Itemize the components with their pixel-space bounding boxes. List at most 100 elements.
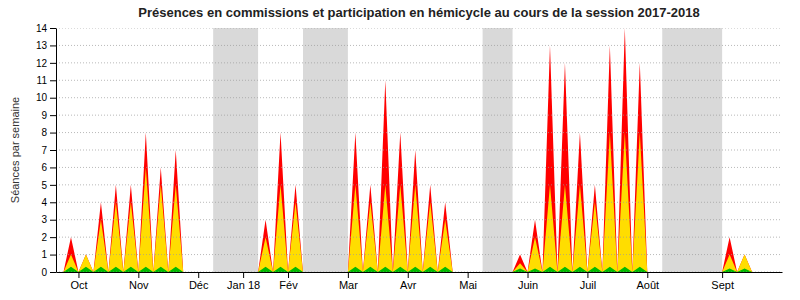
x-tick: Oct (70, 272, 87, 291)
y-tick-mark (50, 150, 56, 151)
y-tick-label: 2 (41, 232, 47, 243)
y-tick-label: 3 (41, 214, 47, 225)
x-tick-label: Sept (711, 279, 734, 291)
y-tick: 3 (41, 214, 56, 225)
x-tick-mark (468, 272, 469, 278)
x-axis-line (57, 272, 783, 273)
x-tick-label: Déc (189, 279, 209, 291)
x-tick-mark (288, 272, 289, 278)
grid-line (56, 28, 782, 29)
y-tick-label: 13 (36, 40, 48, 51)
x-tick: Déc (189, 272, 209, 291)
x-tick: Août (636, 272, 659, 291)
x-tick: Nov (129, 272, 149, 291)
x-tick-label: Fév (279, 279, 298, 291)
y-tick-mark (50, 185, 56, 186)
y-tick-label: 14 (36, 23, 48, 34)
grid-line (56, 254, 782, 255)
y-tick-label: 9 (41, 110, 47, 121)
grid-line (56, 132, 782, 133)
y-tick-label: 7 (41, 145, 47, 156)
y-tick-label: 0 (41, 267, 47, 278)
y-tick: 6 (41, 162, 56, 173)
x-tick-label: Oct (70, 279, 87, 291)
y-tick: 5 (41, 180, 56, 191)
x-tick-label: Avr (400, 279, 417, 291)
y-axis-line (56, 29, 57, 273)
chart: OctNovDécJan 18FévMarAvrMaiJuinJuilAoûtS… (0, 0, 800, 300)
grid-line (56, 237, 782, 238)
y-tick: 14 (36, 23, 56, 34)
y-tick: 11 (37, 75, 56, 86)
x-tick: Mai (459, 272, 477, 291)
y-tick-mark (50, 167, 56, 168)
x-tick-label: Jan 18 (227, 279, 260, 291)
plot-area (56, 28, 782, 272)
x-tick-mark (647, 272, 648, 278)
y-tick-mark (50, 272, 56, 273)
y-tick-mark (50, 45, 56, 46)
y-tick-mark (50, 28, 56, 29)
y-tick-label: 11 (37, 75, 48, 86)
y-tick: 1 (41, 249, 56, 260)
y-tick-mark (50, 80, 56, 81)
grid-line (56, 167, 782, 168)
grid-line (56, 97, 782, 98)
grid-line (56, 80, 782, 81)
x-tick-label: Juin (518, 279, 538, 291)
x-tick: Sept (711, 272, 734, 291)
x-tick-label: Mai (459, 279, 477, 291)
y-tick-mark (50, 237, 56, 238)
grid-line (56, 115, 782, 116)
x-tick-label: Août (636, 279, 659, 291)
grid-line (56, 202, 782, 203)
y-tick-label: 10 (36, 92, 48, 103)
y-tick: 9 (41, 110, 56, 121)
grid-line (56, 45, 782, 46)
y-tick: 7 (41, 145, 56, 156)
x-tick: Juin (518, 272, 538, 291)
y-tick: 0 (41, 267, 56, 278)
y-tick-mark (50, 255, 56, 256)
x-axis: OctNovDécJan 18FévMarAvrMaiJuinJuilAoûtS… (57, 272, 783, 291)
plot-root: OctNovDécJan 18FévMarAvrMaiJuinJuilAoûtS… (36, 23, 783, 291)
x-tick-mark (587, 272, 588, 278)
chart-title: Présences en commissions et participatio… (138, 5, 699, 20)
y-tick-mark (50, 98, 56, 99)
x-tick: Mar (339, 272, 358, 291)
x-tick-mark (243, 272, 244, 278)
grid (56, 28, 782, 272)
x-tick-mark (408, 272, 409, 278)
x-tick-mark (138, 272, 139, 278)
grid-line (56, 150, 782, 151)
grid-line (56, 184, 782, 185)
y-tick-label: 1 (41, 249, 47, 260)
x-tick: Fév (279, 272, 298, 291)
y-tick: 4 (41, 197, 56, 208)
x-tick-mark (348, 272, 349, 278)
y-tick: 2 (41, 232, 56, 243)
y-tick-mark (50, 133, 56, 134)
y-tick: 12 (36, 58, 56, 69)
y-tick: 13 (36, 40, 56, 51)
y-tick-mark (50, 63, 56, 64)
grid-line (56, 62, 782, 63)
x-tick-label: Mar (339, 279, 358, 291)
y-axis: 01234567891011121314 (36, 23, 57, 278)
x-tick-mark (198, 272, 199, 278)
y-tick-label: 8 (41, 127, 47, 138)
x-tick-mark (722, 272, 723, 278)
x-tick: Jan 18 (227, 272, 260, 291)
y-tick-label: 12 (36, 58, 48, 69)
y-tick-mark (50, 220, 56, 221)
x-tick: Avr (400, 272, 417, 291)
grid-line (56, 219, 782, 220)
y-tick-label: 6 (41, 162, 47, 173)
x-tick-mark (78, 272, 79, 278)
x-tick-label: Nov (129, 279, 149, 291)
area (63, 267, 774, 272)
y-tick-mark (50, 115, 56, 116)
y-tick: 10 (36, 92, 56, 103)
y-tick-label: 4 (41, 197, 47, 208)
y-tick-mark (50, 202, 56, 203)
